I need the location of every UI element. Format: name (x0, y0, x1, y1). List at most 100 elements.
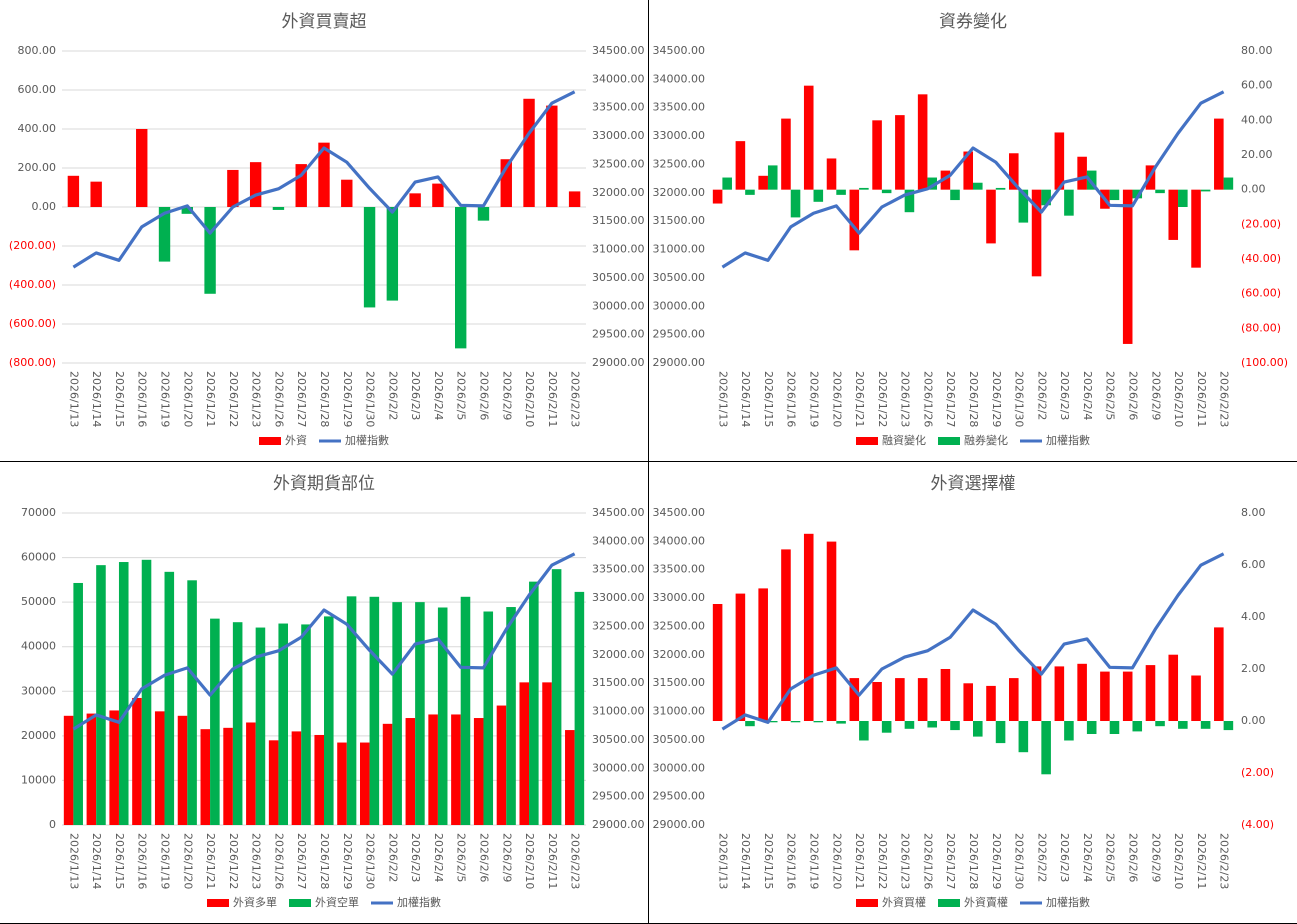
x-tick-label: 2026/2/11 (546, 833, 559, 889)
legend-label: 融券變化 (964, 433, 1008, 447)
tick-label: 29500.00 (592, 328, 645, 341)
tick-label: 20.00 (1241, 148, 1273, 161)
x-tick-label: 2026/2/2 (386, 833, 399, 882)
tick-label: 8.00 (1241, 506, 1266, 519)
bar (86, 713, 97, 825)
x-tick-label: 2026/2/4 (432, 833, 445, 882)
tick-label: 30000.00 (653, 299, 706, 312)
bar (437, 607, 448, 825)
x-tick-label: 2026/1/28 (967, 833, 980, 889)
x-tick-label: 2026/1/26 (272, 371, 285, 427)
x-tick-label: 2026/2/6 (477, 833, 490, 882)
tick-label: 34000.00 (653, 72, 706, 85)
legend-swatch (938, 899, 960, 907)
x-tick-label: 2026/2/11 (546, 371, 559, 427)
bar (158, 207, 171, 262)
x-tick-label: 2026/2/5 (455, 833, 468, 882)
x-tick-label: 2026/1/20 (181, 371, 194, 427)
bar (1054, 666, 1065, 721)
x-tick-label: 2026/2/10 (1172, 371, 1185, 427)
tick-label: 31500.00 (653, 214, 706, 227)
bar (849, 678, 860, 721)
chart-title: 外資選擇權 (931, 474, 1016, 494)
x-tick-label: 2026/2/4 (432, 371, 445, 420)
bar (1145, 665, 1156, 721)
bar (1064, 721, 1074, 741)
bar (314, 734, 324, 825)
x-tick-label: 2026/1/23 (250, 833, 263, 889)
tick-label: (4.00) (1241, 818, 1274, 831)
bar (63, 715, 74, 825)
legend-label: 融資變化 (882, 433, 926, 447)
tick-label: 600.00 (18, 83, 57, 96)
tick-label: 6.00 (1241, 558, 1266, 571)
tick-label: 33500.00 (653, 563, 706, 576)
bar (382, 723, 393, 825)
bar (849, 189, 860, 251)
bar (409, 193, 421, 207)
bar (1191, 189, 1201, 268)
bar (565, 730, 575, 825)
legend-label: 外資買權 (882, 896, 926, 909)
x-tick-label: 2026/1/19 (159, 371, 172, 427)
x-tick-label: 2026/1/26 (921, 833, 934, 889)
legend-label: 外資賣權 (964, 895, 1008, 909)
bar (767, 165, 778, 190)
tick-label: 31000.00 (592, 705, 645, 718)
bar (1214, 627, 1224, 721)
tick-label: 32000.00 (653, 186, 706, 199)
bar (324, 616, 334, 825)
bar (859, 187, 869, 190)
tick-label: 30500.00 (592, 733, 645, 746)
bar (249, 162, 262, 207)
bar (995, 187, 1006, 190)
x-tick-label: 2026/1/15 (762, 371, 775, 427)
tick-label: 32500.00 (653, 619, 706, 632)
x-tick-label: 2026/1/22 (227, 833, 240, 889)
x-tick-label: 2026/1/20 (830, 371, 843, 427)
x-tick-label: 2026/1/15 (762, 833, 775, 889)
x-tick-label: 2026/1/19 (808, 833, 821, 889)
bar (223, 727, 233, 825)
chart: 外資選擇權 34500.00 34000.00 33500.00 33000.00 325… (649, 462, 1297, 923)
bar (1018, 189, 1029, 223)
tick-label: 80.00 (1241, 44, 1273, 57)
legend-label: 加權指數 (397, 895, 441, 909)
x-tick-label: 2026/2/9 (500, 833, 513, 882)
bar (836, 189, 846, 195)
x-tick-label: 2026/2/6 (1126, 833, 1139, 882)
bar (73, 582, 83, 825)
tick-label: 34500.00 (592, 506, 645, 519)
x-tick-label: 2026/2/5 (1104, 371, 1117, 420)
bar (1122, 671, 1133, 721)
bar (872, 682, 882, 721)
tick-label: 34000.00 (653, 534, 706, 547)
x-tick-label: 2026/2/4 (1081, 371, 1094, 420)
bar (1132, 189, 1143, 199)
tick-label: (40.00) (1241, 252, 1281, 265)
bar (722, 177, 732, 190)
x-tick-label: 2026/1/23 (899, 833, 912, 889)
bar (758, 588, 768, 721)
legend-label: 外資多單 (233, 895, 277, 909)
tick-label: 34000.00 (592, 72, 645, 85)
bar (1155, 189, 1165, 194)
line (72, 552, 576, 731)
bar (67, 175, 80, 207)
x-tick-label: 2026/1/16 (785, 371, 798, 427)
x-tick-label: 2026/2/5 (455, 371, 468, 420)
line (721, 90, 1225, 269)
tick-label: 400.00 (18, 122, 57, 135)
bar (767, 721, 778, 723)
x-tick-label: 2026/1/29 (341, 833, 354, 889)
x-tick-label: 2026/1/20 (181, 833, 194, 889)
bar (291, 731, 302, 825)
tick-label: 40000 (21, 640, 56, 653)
tick-label: 0.00 (1241, 183, 1266, 196)
bar (359, 742, 370, 825)
x-tick-label: 2026/1/16 (136, 833, 149, 889)
x-tick-label: 2026/2/6 (1126, 371, 1139, 420)
tick-label: 30000 (21, 684, 56, 697)
x-tick-label: 2026/1/29 (341, 371, 354, 427)
tick-label: 31000.00 (592, 243, 645, 256)
